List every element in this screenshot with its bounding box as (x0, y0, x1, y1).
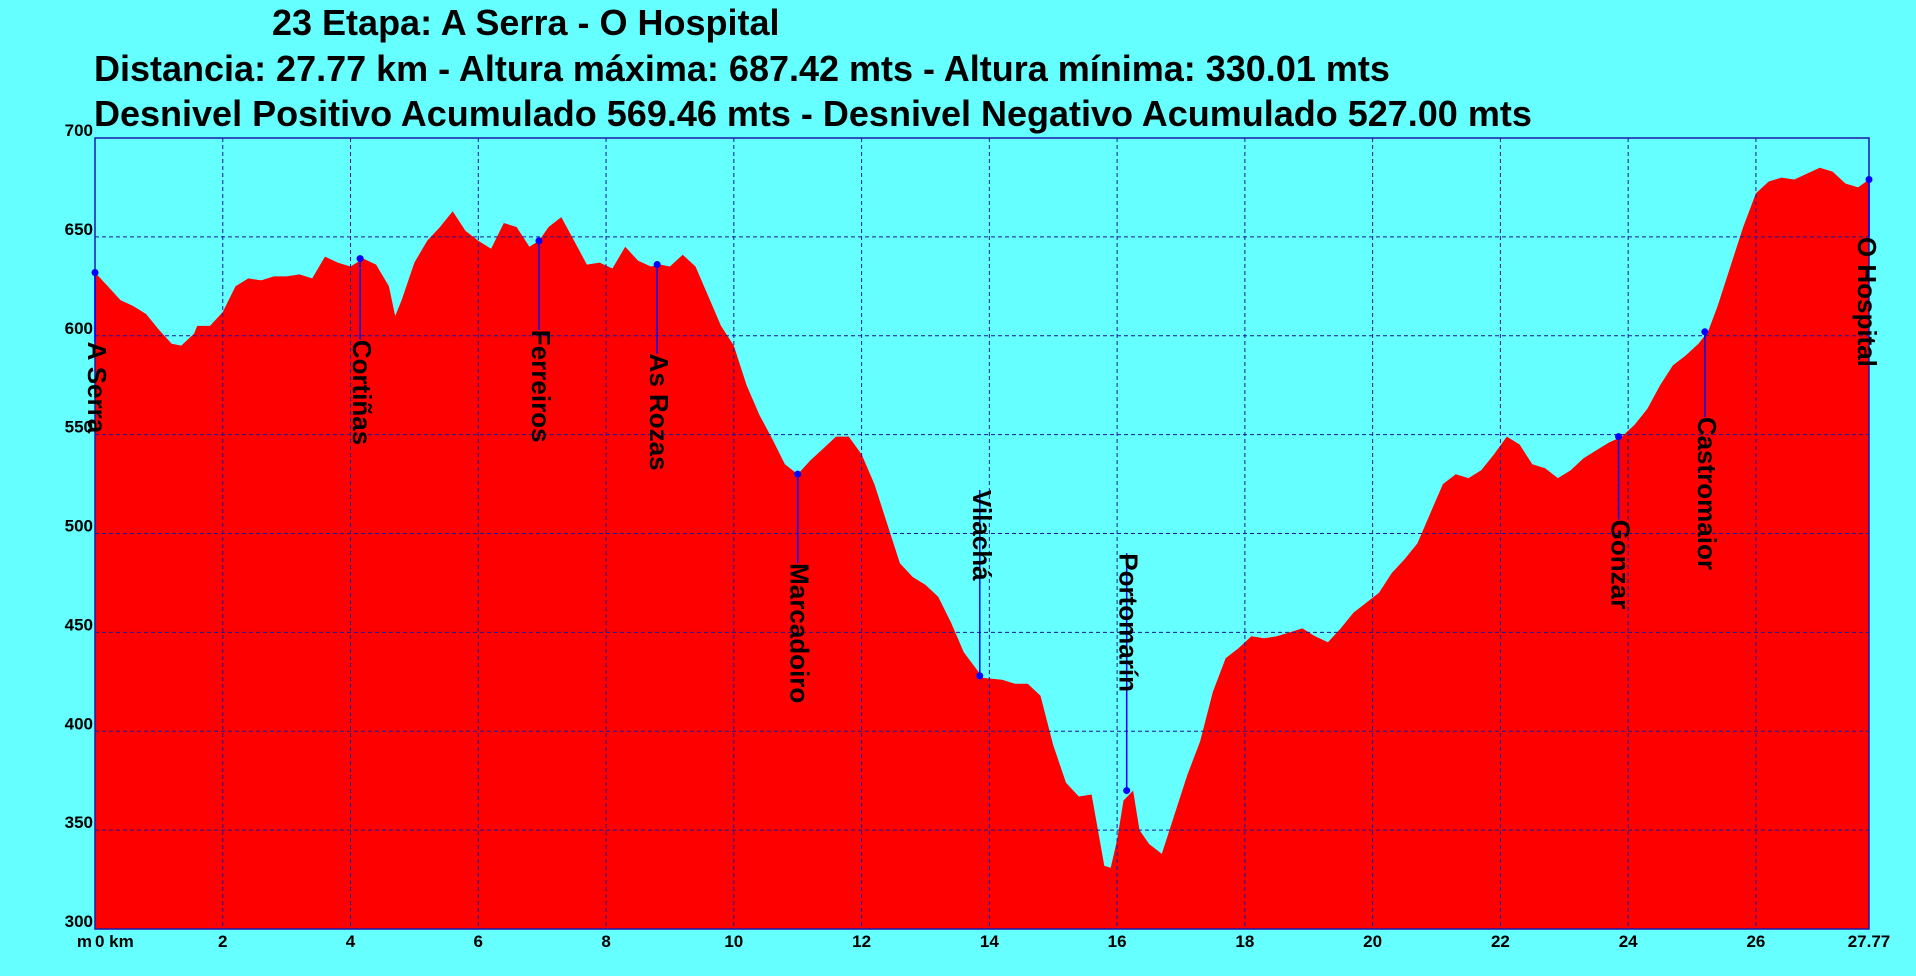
waypoint-marker (1123, 787, 1131, 795)
x-tick-label: 6 (474, 932, 483, 951)
waypoint-marker (1701, 328, 1709, 336)
y-tick-label: 450 (65, 615, 93, 634)
x-tick-label: 14 (980, 932, 999, 951)
waypoint-marker (1865, 176, 1873, 184)
waypoint-marker (653, 261, 661, 269)
waypoint-label: Gonzar (1606, 520, 1636, 610)
y-tick-label: 500 (65, 517, 93, 536)
x-tick-label: 2 (218, 932, 227, 951)
grid-group (94, 137, 1870, 930)
x-tick-label: 0 km (95, 932, 134, 951)
waypoint-marker (1615, 433, 1623, 441)
elevation-area (95, 167, 1869, 929)
waypoint-marker (976, 672, 984, 680)
chart-title: 23 Etapa: A Serra - O Hospital (272, 2, 780, 43)
waypoint-marker (91, 268, 99, 276)
y-tick-label: 300 (65, 912, 93, 931)
desnivel-line: Desnivel Positivo Acumulado 569.46 mts -… (94, 93, 1532, 134)
y-tick-label: 400 (65, 714, 93, 733)
x-tick-label: 18 (1235, 932, 1254, 951)
x-tick-label: 22 (1491, 932, 1510, 951)
x-tick-label: 16 (1108, 932, 1127, 951)
waypoint-label: As Rozas (644, 354, 674, 471)
waypoint-marker (356, 255, 364, 263)
waypoint-label: Vilachá (967, 490, 997, 581)
elevation-area-group (95, 167, 1869, 929)
x-tick-label: 8 (601, 932, 610, 951)
waypoint-marker (794, 470, 802, 478)
x-tick-label: 20 (1363, 932, 1382, 951)
x-tick-label: 12 (852, 932, 871, 951)
waypoint-label: A Serra (82, 342, 112, 434)
waypoint-label: Castromaior (1692, 417, 1722, 570)
y-tick-label: 350 (65, 813, 93, 832)
y-tick-label: 700 (65, 121, 93, 140)
y-tick-label: 650 (65, 220, 93, 239)
x-tick-label: 27.77 (1848, 932, 1891, 951)
x-tick-label: 10 (724, 932, 743, 951)
waypoint-label: Portomarín (1114, 553, 1144, 692)
stats-line: Distancia: 27.77 km - Altura máxima: 687… (94, 48, 1390, 89)
waypoint-label: Marcadoiro (785, 563, 815, 703)
y-tick-label: 600 (65, 319, 93, 338)
y-tick-label: 550 (65, 418, 93, 437)
x-unit-label: m (77, 932, 92, 951)
waypoint-label: Cortiñas (347, 340, 377, 445)
x-tick-label: 24 (1619, 932, 1638, 951)
waypoint-marker (535, 237, 543, 245)
waypoint-label: Ferreiros (526, 330, 556, 443)
x-tick-label: 26 (1746, 932, 1765, 951)
waypoint-label: O Hospital (1852, 237, 1882, 367)
x-tick-label: 4 (346, 932, 356, 951)
waypoint-group: A Serra Cortiñas Ferreiros As Rozas Marcadoi… (82, 176, 1882, 795)
